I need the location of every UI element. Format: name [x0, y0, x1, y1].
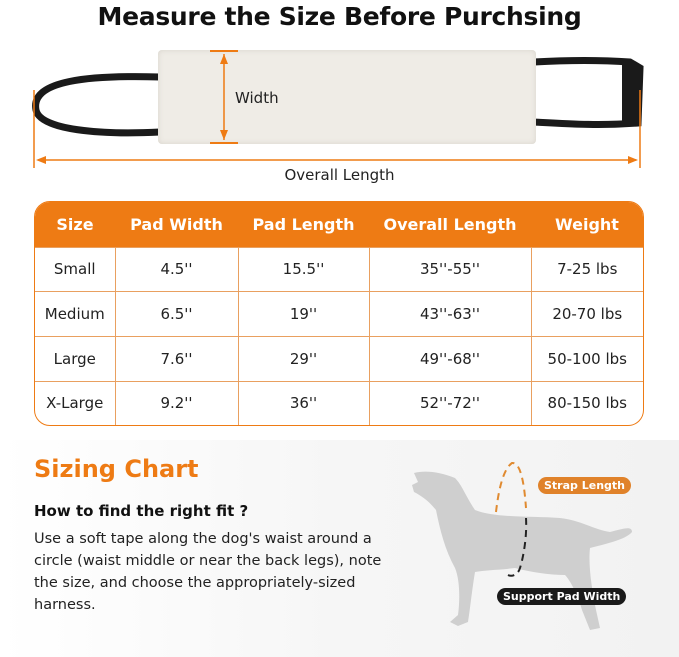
cell: 49''-68'' [368, 336, 532, 382]
cell: 43''-63'' [368, 291, 532, 338]
table-row: Large 7.6'' 29'' 49''-68'' 50-100 lbs [35, 336, 643, 382]
table-row: Small 4.5'' 15.5'' 35''-55'' 7-25 lbs [35, 246, 643, 293]
sizing-chart-heading: Sizing Chart [34, 455, 199, 483]
header-size: Size [35, 202, 115, 247]
cell: 6.5'' [114, 291, 239, 338]
overall-length-label: Overall Length [284, 166, 395, 184]
cell: Small [35, 246, 116, 293]
right-strap [533, 57, 644, 129]
cell: 52''-72'' [368, 380, 532, 425]
cell: 7-25 lbs [530, 246, 643, 293]
left-strap [32, 73, 161, 137]
fit-subheading: How to find the right fit ? [34, 502, 249, 520]
size-table: Size Pad Width Pad Length Overall Length… [34, 201, 644, 426]
table-row: X-Large 9.2'' 36'' 52''-72'' 80-150 lbs [35, 380, 643, 425]
harness-diagram [32, 57, 644, 137]
strap-length-tag: Strap Length [538, 477, 631, 494]
cell: Large [35, 336, 116, 382]
cell: 35''-55'' [368, 246, 532, 293]
cell: X-Large [35, 380, 116, 425]
cell: 20-70 lbs [530, 291, 643, 338]
fit-description: Use a soft tape along the dog's waist ar… [34, 531, 382, 613]
table-row: Medium 6.5'' 19'' 43''-63'' 20-70 lbs [35, 291, 643, 338]
cell: Medium [35, 291, 116, 338]
right-handle [622, 64, 638, 124]
width-label: Width [235, 89, 279, 107]
cell: 7.6'' [114, 336, 239, 382]
support-pad-width-tag: Support Pad Width [497, 588, 627, 605]
header-pad-length: Pad Length [238, 202, 369, 247]
cell: 9.2'' [114, 380, 239, 425]
header-overall-length: Overall Length [369, 202, 531, 247]
cell: 4.5'' [114, 246, 239, 293]
cell: 80-150 lbs [530, 380, 643, 425]
page-title: Measure the Size Before Purchsing [97, 2, 582, 31]
cell: 50-100 lbs [530, 336, 643, 382]
cell: 36'' [237, 380, 370, 425]
header-weight: Weight [531, 202, 643, 247]
measurement-lines [33, 50, 641, 168]
cell: 15.5'' [237, 246, 370, 293]
cell: 29'' [237, 336, 370, 382]
header-pad-width: Pad Width [115, 202, 238, 247]
cell: 19'' [237, 291, 370, 338]
table-header-row: Size Pad Width Pad Length Overall Length… [35, 202, 643, 247]
dog-silhouette-icon [412, 462, 632, 630]
support-pad [158, 50, 536, 144]
